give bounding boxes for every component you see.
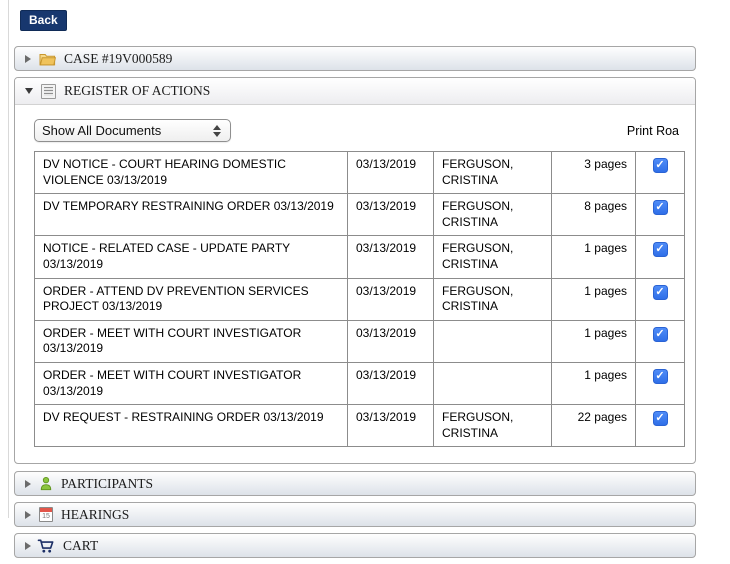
document-party-cell: FERGUSON, CRISTINA — [433, 150, 552, 195]
document-checkbox-cell: ✓ — [635, 193, 685, 237]
document-date-cell: 03/13/2019 — [347, 319, 434, 363]
document-filter-select[interactable]: Show All Documents — [34, 119, 231, 142]
section-header-participants[interactable]: PARTICIPANTS — [14, 471, 696, 497]
section-header-hearings[interactable]: 15 HEARINGS — [14, 502, 696, 528]
table-row: DV NOTICE - COURT HEARING DOMESTIC VIOLE… — [34, 150, 685, 195]
register-icon — [41, 83, 56, 99]
document-pages-cell: 1 pages — [551, 235, 636, 279]
section-label-cart: CART — [63, 537, 99, 553]
document-party-cell — [433, 361, 552, 406]
section-label-register: REGISTER OF ACTIONS — [64, 83, 211, 98]
document-name-cell: DV TEMPORARY RESTRAINING ORDER 03/13/201… — [34, 193, 348, 237]
document-name-cell: DV NOTICE - COURT HEARING DOMESTIC VIOLE… — [34, 150, 348, 195]
section-header-cart[interactable]: CART — [14, 533, 696, 559]
document-pages-cell: 1 pages — [551, 277, 636, 321]
document-checkbox-cell: ✓ — [635, 319, 685, 363]
roa-table: DV NOTICE - COURT HEARING DOMESTIC VIOLE… — [34, 150, 685, 448]
cart-icon — [37, 538, 55, 554]
document-name-cell: ORDER - ATTEND DV PREVENTION SERVICES PR… — [34, 277, 348, 321]
document-checkbox-cell: ✓ — [635, 361, 685, 406]
table-row: ORDER - MEET WITH COURT INVESTIGATOR 03/… — [34, 361, 685, 406]
document-checkbox[interactable]: ✓ — [652, 411, 668, 427]
section-header-register[interactable]: REGISTER OF ACTIONS — [15, 78, 695, 105]
document-date-cell: 03/13/2019 — [347, 361, 434, 406]
document-checkbox[interactable]: ✓ — [652, 242, 668, 258]
document-checkbox[interactable]: ✓ — [652, 158, 668, 173]
document-pages-cell: 22 pages — [551, 404, 636, 448]
document-pages-cell: 8 pages — [551, 193, 636, 237]
document-party-cell — [433, 319, 552, 363]
table-row: ORDER - MEET WITH COURT INVESTIGATOR 03/… — [34, 319, 685, 363]
document-checkbox-cell: ✓ — [635, 404, 685, 448]
document-filter-value: Show All Documents — [42, 123, 162, 138]
document-checkbox[interactable]: ✓ — [652, 368, 668, 384]
document-party-cell: FERGUSON, CRISTINA — [433, 193, 552, 237]
document-party-cell: FERGUSON, CRISTINA — [433, 235, 552, 279]
document-name-cell: ORDER - MEET WITH COURT INVESTIGATOR 03/… — [34, 319, 348, 363]
chevron-right-icon — [25, 479, 31, 488]
document-pages-cell: 1 pages — [551, 361, 636, 406]
roa-table-body: DV NOTICE - COURT HEARING DOMESTIC VIOLE… — [34, 150, 685, 448]
document-checkbox[interactable]: ✓ — [652, 284, 668, 300]
document-date-cell: 03/13/2019 — [347, 193, 434, 237]
document-name-cell: DV REQUEST - RESTRAINING ORDER 03/13/201… — [34, 404, 348, 448]
person-icon — [39, 476, 53, 491]
document-date-cell: 03/13/2019 — [347, 277, 434, 321]
calendar-icon: 15 — [39, 507, 53, 523]
section-label-case: CASE #19V000589 — [64, 50, 173, 66]
document-party-cell: FERGUSON, CRISTINA — [433, 277, 552, 321]
section-label-participants: PARTICIPANTS — [61, 475, 153, 491]
table-row: ORDER - ATTEND DV PREVENTION SERVICES PR… — [34, 277, 685, 321]
table-row: DV TEMPORARY RESTRAINING ORDER 03/13/201… — [34, 193, 685, 237]
document-pages-cell: 1 pages — [551, 319, 636, 363]
document-checkbox-cell: ✓ — [635, 277, 685, 321]
chevron-down-icon — [25, 88, 33, 94]
back-button[interactable]: Back — [20, 10, 67, 31]
document-date-cell: 03/13/2019 — [347, 150, 434, 195]
select-stepper-icon — [213, 124, 221, 137]
document-name-cell: ORDER - MEET WITH COURT INVESTIGATOR 03/… — [34, 361, 348, 406]
table-row: NOTICE - RELATED CASE - UPDATE PARTY 03/… — [34, 235, 685, 279]
register-panel-body: Show All Documents Print Roa DV NOTICE -… — [15, 105, 695, 463]
table-row: DV REQUEST - RESTRAINING ORDER 03/13/201… — [34, 404, 685, 448]
section-label-hearings: HEARINGS — [61, 506, 130, 522]
chevron-right-icon — [25, 541, 31, 550]
chevron-right-icon — [25, 54, 31, 63]
section-register-of-actions: REGISTER OF ACTIONS Show All Documents P… — [14, 77, 696, 465]
chevron-right-icon — [25, 510, 31, 519]
accordion: CASE #19V000589 REGISTER OF ACTIONS Show… — [14, 46, 696, 564]
folder-icon — [39, 52, 56, 66]
document-checkbox[interactable]: ✓ — [652, 200, 668, 216]
page-left-divider — [8, 0, 9, 518]
print-roa-label[interactable]: Print Roa — [626, 123, 679, 138]
document-date-cell: 03/13/2019 — [347, 235, 434, 279]
section-header-case[interactable]: CASE #19V000589 — [14, 46, 696, 71]
document-date-cell: 03/13/2019 — [347, 404, 434, 448]
document-party-cell: FERGUSON, CRISTINA — [433, 404, 552, 448]
document-checkbox-cell: ✓ — [635, 235, 685, 279]
document-name-cell: NOTICE - RELATED CASE - UPDATE PARTY 03/… — [34, 235, 348, 279]
document-pages-cell: 3 pages — [551, 150, 636, 195]
document-checkbox-cell: ✓ — [635, 150, 685, 195]
document-checkbox[interactable]: ✓ — [652, 326, 668, 342]
